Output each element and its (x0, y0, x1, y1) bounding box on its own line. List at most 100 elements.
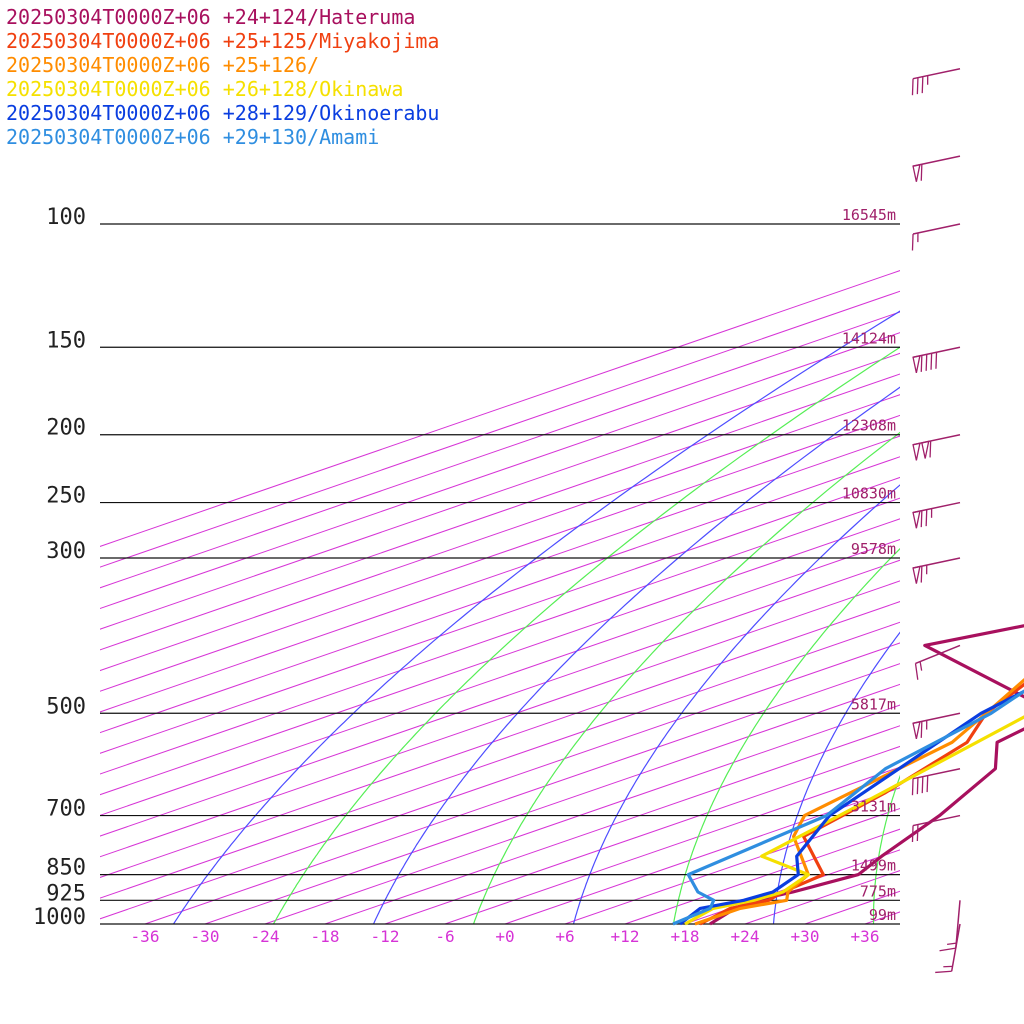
isotherm-line (985, 0, 1024, 924)
isotherm-line (100, 580, 900, 858)
temperature-tick-label: -24 (251, 927, 280, 946)
isotherm-line (384, 745, 900, 924)
wind-barb-feather (925, 509, 928, 527)
isotherm-line (100, 518, 900, 796)
isotherm-line (264, 704, 900, 924)
wind-barb-feather (929, 440, 932, 458)
legend-entry: 20250304T0000Z+06 +24+124/Hateruma (6, 5, 415, 29)
height-label: 3131m (851, 798, 896, 816)
wind-barb-feather (916, 777, 919, 795)
legend-entry: 20250304T0000Z+06 +25+125/Miyakojima (6, 29, 439, 53)
legend-entry: 20250304T0000Z+06 +29+130/Amami (6, 125, 379, 149)
wind-barb-feather (921, 776, 924, 794)
isotherm-line (100, 642, 900, 920)
wind-barb-flag (912, 163, 921, 182)
wind-barb-flag (912, 442, 921, 461)
wind-barb (912, 501, 961, 529)
pressure-label: 850 (46, 856, 86, 881)
wind-barb-flag (912, 510, 921, 529)
wind-barb (911, 767, 961, 796)
wind-barbs (911, 67, 961, 974)
wind-barb (911, 223, 961, 251)
temperature-tick-label: -18 (311, 927, 340, 946)
pressure-label: 100 (46, 205, 86, 230)
temperature-tick-label: -6 (435, 927, 454, 946)
wind-barb-flag (921, 440, 930, 459)
wind-barb-feather (911, 78, 914, 96)
wind-barb (912, 346, 961, 374)
wind-barb-staff (912, 155, 961, 167)
wind-barb-feather (921, 76, 924, 94)
temperature-tick-label: -36 (131, 927, 160, 946)
wind-barb-feather (911, 778, 914, 796)
isotherm-line (204, 683, 900, 924)
wind-barb-feather (916, 77, 919, 95)
wind-barb-feather (935, 352, 938, 369)
temperature-profiles (672, 624, 1024, 926)
pressure-label: 700 (46, 797, 86, 822)
wind-barb-staff (912, 712, 961, 724)
isotherm-line (804, 890, 900, 924)
height-label: 99m (869, 906, 896, 924)
isotherm-line (864, 911, 900, 924)
wind-barb-feather (914, 663, 919, 680)
wind-barb-staff (915, 644, 961, 665)
isotherm-line (100, 601, 900, 878)
wind-barb-feather (939, 947, 956, 952)
height-label: 9578m (851, 540, 896, 558)
height-label: 1499m (851, 857, 896, 875)
wind-barb-feather (920, 164, 923, 181)
wind-barb (914, 644, 961, 680)
wind-barb-feather (920, 355, 923, 372)
theta-line (971, 224, 1024, 924)
temperature-tick-label: +36 (851, 927, 880, 946)
theta-lines (173, 224, 1024, 924)
isotherm-line (444, 766, 900, 924)
pressure-label: 300 (46, 539, 86, 564)
profile-line (684, 715, 1024, 926)
theta-line (772, 631, 900, 924)
height-label: 16545m (842, 206, 896, 224)
temperature-tick-label: +12 (611, 927, 640, 946)
wind-barb-feather (916, 824, 919, 842)
wind-barb-staff (912, 67, 961, 80)
legend-entry: 20250304T0000Z+06 +25+126/ (6, 53, 319, 77)
wind-barb-feather (935, 970, 952, 974)
wind-barb-feather (911, 825, 914, 843)
isotherm-line (100, 497, 900, 775)
wind-barb-flag (912, 354, 921, 374)
height-label: 5817m (851, 695, 896, 713)
wind-barb-half-feather (919, 661, 923, 671)
wind-barb-staff (912, 767, 961, 780)
wind-barb-feather (920, 510, 923, 528)
pressure-label: 925 (46, 881, 86, 906)
isotherm-line (324, 725, 900, 924)
profile-line (709, 624, 1024, 926)
temperature-tick-label: -30 (191, 927, 220, 946)
temperature-tick-label: +6 (555, 927, 574, 946)
wind-barb-feather (920, 566, 923, 583)
height-label: 775m (860, 882, 896, 900)
wind-barb-feather (925, 354, 928, 371)
theta-line (272, 346, 900, 924)
wind-barb-staff (912, 501, 961, 514)
wind-barb (911, 67, 961, 96)
isotherm-line (100, 538, 900, 816)
theta-line (173, 310, 900, 924)
pressure-label: 150 (46, 328, 86, 353)
wind-barb-staff (912, 223, 961, 235)
wind-barb-feather (930, 353, 933, 370)
wind-barb-staff (950, 923, 961, 972)
legend-entry: 20250304T0000Z+06 +26+128/Okinawa (6, 77, 403, 101)
wind-barb-feather (911, 233, 914, 251)
isotherm-line (100, 621, 900, 899)
wind-barb (912, 155, 961, 182)
wind-barb-staff (912, 557, 961, 569)
wind-barb-feather (926, 775, 929, 793)
theta-line (872, 774, 900, 924)
pressure-label: 1000 (33, 905, 86, 930)
isotherm-line (100, 559, 900, 837)
axis-labels: 100 16545m 150 14124m 200 12308m 250 10830m 300 9… (33, 205, 896, 946)
temperature-tick-label: +0 (495, 927, 514, 946)
